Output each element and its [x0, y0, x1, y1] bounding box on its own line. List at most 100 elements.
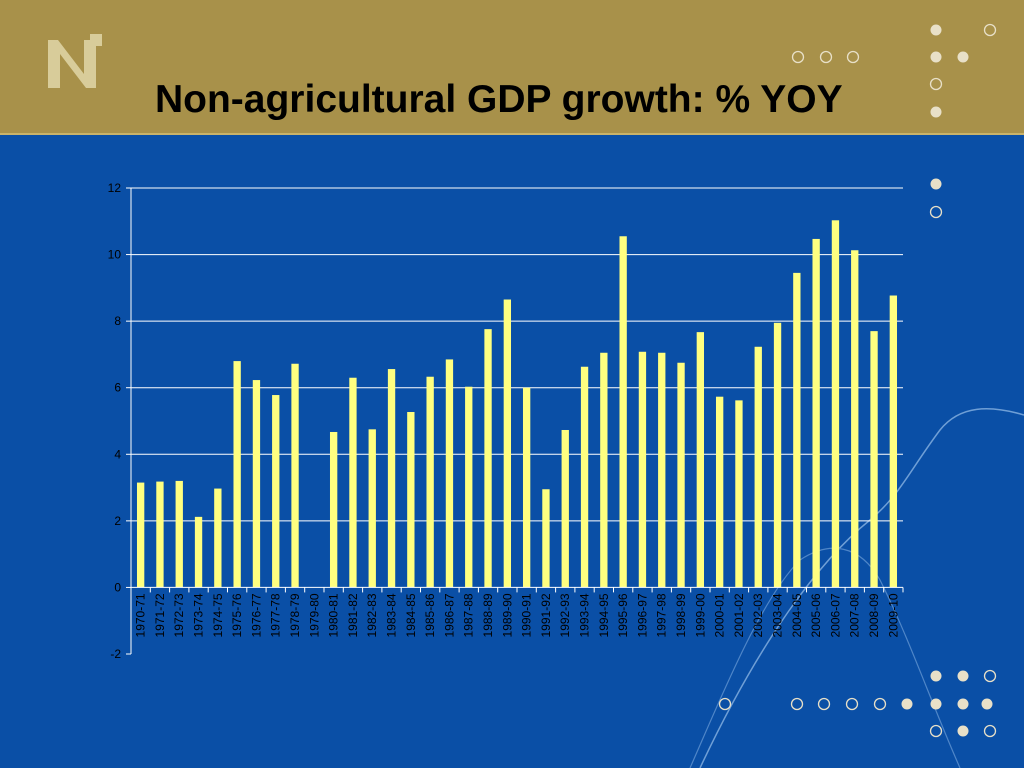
x-tick-label: 2004-05 [790, 593, 804, 637]
dot-hollow [983, 669, 997, 683]
x-tick-label: 1989-90 [500, 593, 514, 637]
x-tick-label: 1987-88 [462, 593, 476, 637]
y-axis-tick-labels: -2 0 2 4 6 8 10 12 [108, 181, 122, 661]
x-tick-label: 1983-84 [385, 593, 399, 637]
x-tick-label: 2003-04 [771, 593, 785, 637]
x-tick-label: 1998-99 [674, 593, 688, 637]
dot-filled [930, 698, 942, 710]
x-tick-label: 1975-76 [230, 593, 244, 637]
bar-1987-88 [465, 386, 473, 588]
dot-filled [957, 698, 969, 710]
x-tick-label: 1973-74 [192, 593, 206, 637]
bar-2001-02 [735, 400, 743, 588]
bar-1973-74 [194, 516, 203, 588]
bar-1999-00 [696, 332, 705, 588]
bar-2009-10 [889, 295, 898, 588]
bar-2000-01 [715, 396, 724, 588]
bar-2006-07 [831, 220, 840, 588]
x-tick-label: 1977-78 [269, 593, 283, 637]
bar-1977-78 [272, 395, 280, 588]
x-tick-label: 1971-72 [153, 593, 167, 637]
bar-1971-72 [156, 481, 164, 588]
dot-filled [901, 698, 913, 710]
x-tick-label: 2001-02 [732, 593, 746, 637]
dot-hollow [929, 77, 943, 91]
bar-1992-93 [561, 429, 569, 588]
dot-hollow [718, 697, 732, 711]
decorative-dots [718, 23, 997, 738]
bar-1997-98 [658, 352, 666, 588]
x-tick-label: 1982-83 [365, 593, 379, 637]
bar-2007-08 [851, 250, 859, 588]
bar-1981-82 [349, 377, 357, 588]
bar-1996-97 [638, 351, 647, 588]
dot-hollow [983, 724, 997, 738]
bar-1970-71 [136, 482, 145, 588]
y-tick-label: 10 [108, 248, 122, 262]
bar-2004-05 [793, 272, 801, 588]
bar-1976-77 [252, 380, 261, 588]
bar-2008-09 [870, 331, 878, 588]
y-tick-label: 2 [114, 514, 121, 528]
x-tick-label: 1972-73 [172, 593, 186, 637]
x-tick-label: 2006-07 [828, 593, 842, 637]
chart-axes [126, 187, 904, 655]
bar-1995-96 [619, 236, 627, 588]
x-tick-label: 1997-98 [655, 593, 669, 637]
dot-filled [930, 178, 942, 190]
y-tick-label: 4 [114, 447, 121, 461]
bar-2002-03 [754, 346, 762, 588]
bar-1989-90 [503, 299, 512, 588]
x-tick-label: 1996-97 [635, 593, 649, 637]
bar-2005-06 [812, 238, 820, 588]
x-tick-label: 2005-06 [809, 593, 823, 637]
bar-1986-87 [445, 359, 454, 588]
bar-1983-84 [387, 369, 396, 588]
dot-filled [957, 670, 969, 682]
x-tick-label: 1994-95 [597, 593, 611, 637]
bar-1975-76 [233, 361, 241, 588]
x-tick-label: 1974-75 [211, 593, 225, 637]
y-tick-label: 0 [114, 580, 121, 594]
x-tick-label: 1984-85 [404, 593, 418, 637]
dot-hollow [929, 724, 943, 738]
dot-filled [957, 51, 969, 63]
dot-hollow [929, 205, 943, 219]
dot-hollow [790, 697, 804, 711]
x-tick-label: 2009-10 [886, 593, 900, 637]
x-tick-label: 1990-91 [520, 593, 534, 637]
dot-filled [981, 698, 993, 710]
x-tick-label: 1978-79 [288, 593, 302, 637]
dot-hollow [846, 50, 860, 64]
chart-gridlines [131, 187, 903, 522]
header-band [0, 0, 1024, 133]
header-divider [0, 133, 1024, 135]
chart-bars [136, 220, 898, 588]
x-tick-label: 1992-93 [558, 593, 572, 637]
x-tick-label: 1985-86 [423, 593, 437, 637]
dot-hollow [983, 23, 997, 37]
bar-1978-79 [291, 363, 299, 588]
x-tick-label: 1993-94 [578, 593, 592, 637]
x-tick-label: 1988-89 [481, 593, 495, 637]
dot-hollow [819, 50, 833, 64]
dot-filled [957, 725, 969, 737]
dot-filled [930, 670, 942, 682]
bar-1985-86 [426, 376, 434, 588]
y-tick-label: 12 [108, 181, 122, 195]
dot-filled [930, 51, 942, 63]
bar-1990-91 [522, 387, 531, 588]
dot-hollow [817, 697, 831, 711]
bar-2003-04 [773, 322, 782, 588]
bar-1994-95 [600, 352, 608, 588]
bar-1980-81 [329, 431, 338, 588]
x-tick-label: 2008-09 [867, 593, 881, 637]
bar-1982-83 [368, 429, 376, 588]
dot-filled [930, 106, 942, 118]
bar-1984-85 [407, 412, 415, 588]
bar-1998-99 [677, 362, 685, 588]
decorative-curve [689, 408, 1024, 768]
bar-1991-92 [542, 489, 550, 588]
